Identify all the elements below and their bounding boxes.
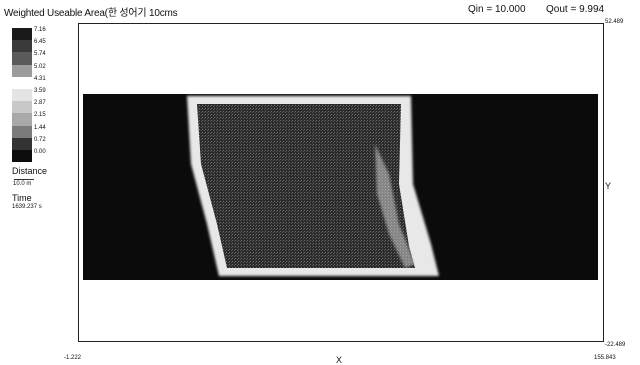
legend-swatch — [12, 150, 32, 163]
time-value: 1639.237 s — [12, 204, 42, 210]
legend-label: 0.00 — [34, 149, 46, 155]
scale-bar — [14, 179, 34, 180]
legend-label: 0.72 — [34, 136, 46, 143]
legend-label: 3.59 — [34, 88, 46, 94]
y-max-tick: 52.489 — [605, 19, 624, 25]
habitat-map-canvas — [83, 94, 598, 280]
legend-swatch — [12, 113, 32, 126]
legend-swatch — [12, 52, 32, 65]
legend-swatch — [12, 137, 32, 150]
qout-readout: Qout = 9.994 — [546, 4, 605, 15]
x-min-tick: -1.222 — [64, 355, 82, 361]
distance-label: Distance — [12, 166, 48, 176]
legend-swatch — [12, 64, 32, 77]
legend-label: 2.87 — [34, 100, 46, 107]
x-axis-label: X — [336, 355, 343, 365]
habitat-region-fill — [197, 104, 415, 268]
legend-label: 1.44 — [34, 124, 46, 131]
legend-swatch — [12, 40, 32, 53]
legend-swatch — [12, 76, 32, 89]
legend-swatch — [12, 101, 32, 114]
y-min-tick: -22.489 — [605, 342, 626, 348]
plot-title: Weighted Useable Area(한 성어기 10cms — [4, 8, 178, 19]
plot-area[interactable] — [78, 23, 604, 342]
legend-swatch — [12, 125, 32, 138]
y-axis-label: Y — [605, 181, 612, 191]
x-max-tick: 155.843 — [594, 355, 616, 361]
legend-swatch — [12, 28, 32, 41]
qin-readout: Qin = 10.000 — [468, 4, 526, 15]
legend-label: 4.31 — [34, 75, 46, 82]
legend-label: 5.02 — [34, 63, 46, 70]
legend-label: 2.15 — [34, 112, 46, 119]
legend-label: 6.45 — [34, 39, 46, 46]
time-label: Time — [12, 193, 32, 203]
scale-value: 10.0 m — [13, 181, 32, 187]
legend-swatch — [12, 89, 32, 102]
legend-label: 7.16 — [34, 27, 46, 33]
legend-label: 5.74 — [34, 51, 46, 58]
habitat-highlight — [375, 144, 415, 268]
